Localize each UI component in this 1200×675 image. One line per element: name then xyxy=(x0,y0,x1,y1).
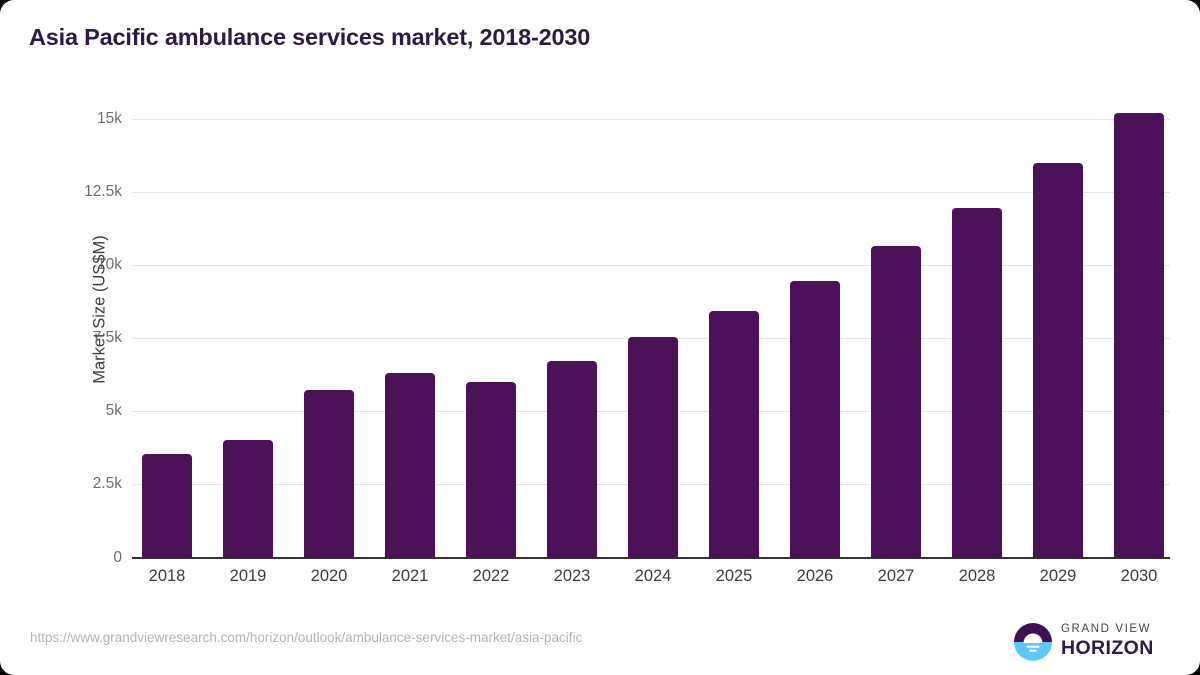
x-tick-label-2029: 2029 xyxy=(1039,567,1077,585)
x-tick-label-2026: 2026 xyxy=(796,567,834,585)
x-tick-label-2028: 2028 xyxy=(958,567,996,585)
y-tick-label-5000: 5k xyxy=(105,402,122,419)
brand-logo-text-top: GRAND VIEW xyxy=(1061,623,1152,635)
x-axis-line xyxy=(132,557,1170,559)
x-tick-label-2030: 2030 xyxy=(1120,567,1158,585)
y-tick-label-15000: 15k xyxy=(97,110,122,127)
x-tick-label-2025: 2025 xyxy=(715,567,753,585)
brand-logo[interactable]: GRAND VIEW HORIZON xyxy=(1013,621,1163,665)
gridline-10000 xyxy=(132,265,1170,266)
brand-logo-text: GRAND VIEW HORIZON xyxy=(1061,622,1165,659)
bar-2030[interactable] xyxy=(1114,113,1164,558)
bar-2019[interactable] xyxy=(223,440,273,558)
bar-2021[interactable] xyxy=(385,373,435,558)
y-tick-label-10000: 10k xyxy=(97,256,122,273)
x-tick-label-2019: 2019 xyxy=(229,567,267,585)
bar-2020[interactable] xyxy=(304,390,354,558)
y-tick-label-0: 0 xyxy=(113,549,122,566)
bar-2022[interactable] xyxy=(466,381,516,558)
x-tick-label-2018: 2018 xyxy=(148,567,186,585)
page-title: Asia Pacific ambulance services market, … xyxy=(29,24,591,50)
x-tick-label-2021: 2021 xyxy=(391,567,429,585)
bar-2028[interactable] xyxy=(952,208,1002,558)
y-tick-label-7500: 7.5k xyxy=(92,329,122,346)
x-tick-label-2022: 2022 xyxy=(472,567,510,585)
brand-logo-text-bottom: HORIZON xyxy=(1061,637,1154,659)
bar-2025[interactable] xyxy=(709,310,759,558)
bar-2026[interactable] xyxy=(790,281,840,558)
source-url[interactable]: https://www.grandviewresearch.com/horizo… xyxy=(30,630,583,645)
x-tick-label-2024: 2024 xyxy=(634,567,672,585)
gridline-12500 xyxy=(132,192,1170,193)
y-axis-title: Market Size (US$M) xyxy=(90,235,109,384)
bar-2023[interactable] xyxy=(547,361,597,558)
bar-2029[interactable] xyxy=(1033,162,1083,558)
x-tick-label-2027: 2027 xyxy=(877,567,915,585)
x-tick-label-2020: 2020 xyxy=(310,567,348,585)
gridline-15000 xyxy=(132,119,1170,120)
grand-view-horizon-logo-mark-icon xyxy=(1013,622,1053,662)
bar-2018[interactable] xyxy=(142,453,192,558)
x-tick-label-2023: 2023 xyxy=(553,567,591,585)
y-tick-label-2500: 2.5k xyxy=(92,475,122,492)
bar-2027[interactable] xyxy=(871,246,921,558)
y-tick-label-12500: 12.5k xyxy=(84,183,122,200)
bar-2024[interactable] xyxy=(628,337,678,558)
